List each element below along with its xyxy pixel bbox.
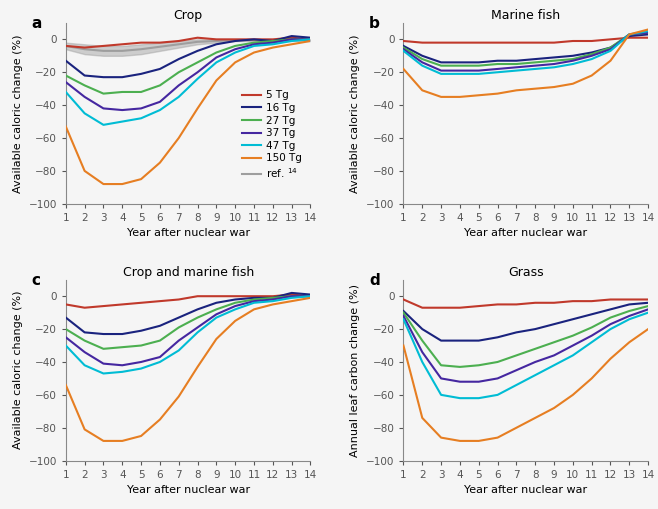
Text: a: a — [32, 16, 42, 31]
Title: Crop and marine fish: Crop and marine fish — [122, 266, 254, 278]
X-axis label: Year after nuclear war: Year after nuclear war — [126, 229, 249, 238]
Y-axis label: Available caloric change (%): Available caloric change (%) — [351, 34, 361, 192]
Y-axis label: Available caloric change (%): Available caloric change (%) — [13, 34, 23, 192]
Title: Grass: Grass — [508, 266, 544, 278]
X-axis label: Year after nuclear war: Year after nuclear war — [465, 229, 588, 238]
Y-axis label: Annual leaf carbon change (%): Annual leaf carbon change (%) — [351, 284, 361, 457]
X-axis label: Year after nuclear war: Year after nuclear war — [126, 485, 249, 495]
Title: Crop: Crop — [174, 9, 203, 22]
Text: b: b — [369, 16, 380, 31]
Text: d: d — [369, 272, 380, 288]
Title: Marine fish: Marine fish — [492, 9, 561, 22]
Text: c: c — [32, 272, 41, 288]
Y-axis label: Available caloric change (%): Available caloric change (%) — [13, 291, 23, 449]
X-axis label: Year after nuclear war: Year after nuclear war — [465, 485, 588, 495]
Legend: 5 Tg, 16 Tg, 27 Tg, 37 Tg, 47 Tg, 150 Tg, ref. $^{14}$: 5 Tg, 16 Tg, 27 Tg, 37 Tg, 47 Tg, 150 Tg… — [240, 87, 305, 183]
